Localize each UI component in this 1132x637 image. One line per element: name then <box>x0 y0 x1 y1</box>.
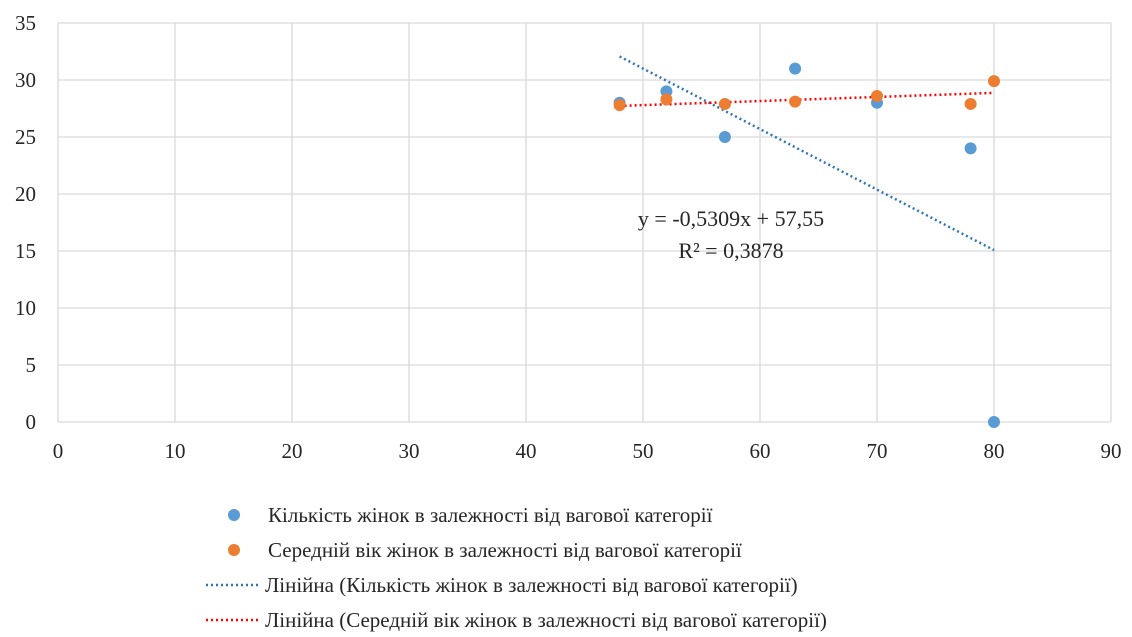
data-point-series-1 <box>789 62 802 75</box>
data-point-series-2 <box>988 75 1000 88</box>
x-tick-label: 20 <box>282 439 303 463</box>
legend-marker-series-2 <box>228 544 240 556</box>
y-tick-label: 15 <box>15 239 36 263</box>
y-tick-label: 20 <box>15 182 36 206</box>
x-tick-label: 40 <box>516 439 537 463</box>
data-point-series-2 <box>871 89 883 102</box>
data-point-series-2 <box>718 97 731 110</box>
legend-label-trendline-2: Лінійна (Середній вік жінок в залежності… <box>265 608 827 632</box>
trendline-r-squared: R² = 0,3878 <box>678 238 783 263</box>
legend-label-series-2: Середній вік жінок в залежності від ваго… <box>268 538 742 562</box>
trendlines <box>619 55 995 252</box>
y-tick-label: 0 <box>26 410 37 434</box>
x-tick-label: 90 <box>1101 439 1122 463</box>
y-tick-label: 30 <box>15 68 36 92</box>
legend-marker-series-1 <box>228 509 240 521</box>
data-point-series-1 <box>964 142 977 155</box>
grid-lines <box>57 22 1112 423</box>
data-point-series-1 <box>718 131 731 143</box>
data-points <box>613 62 1000 428</box>
data-point-series-2 <box>613 99 626 112</box>
data-point-series-2 <box>789 95 802 108</box>
y-axis-tick-labels: 0 5 10 15 20 25 30 35 <box>15 11 36 434</box>
data-point-series-2 <box>660 93 673 106</box>
y-tick-label: 25 <box>15 125 36 149</box>
trendline-2 <box>619 91 995 108</box>
trendline-1 <box>619 55 995 252</box>
data-point-series-2 <box>964 97 977 110</box>
legend-label-series-1: Кількість жінок в залежності від вагової… <box>268 503 713 527</box>
x-axis-tick-labels: 0 10 20 30 40 50 60 70 80 90 <box>53 439 1122 463</box>
x-tick-label: 70 <box>867 439 888 463</box>
trendline-equation: y = -0,5309x + 57,55 <box>638 206 824 231</box>
x-tick-label: 60 <box>750 439 771 463</box>
y-tick-label: 35 <box>15 11 36 35</box>
data-point-series-1 <box>988 416 1000 428</box>
legend: Кількість жінок в залежності від вагової… <box>206 503 827 632</box>
x-tick-label: 30 <box>399 439 420 463</box>
y-tick-label: 5 <box>26 353 37 377</box>
legend-label-trendline-1: Лінійна (Кількість жінок в залежності ві… <box>265 573 798 597</box>
x-tick-label: 80 <box>984 439 1005 463</box>
x-tick-label: 50 <box>633 439 654 463</box>
x-tick-label: 10 <box>165 439 186 463</box>
y-tick-label: 10 <box>15 296 36 320</box>
x-tick-label: 0 <box>53 439 64 463</box>
